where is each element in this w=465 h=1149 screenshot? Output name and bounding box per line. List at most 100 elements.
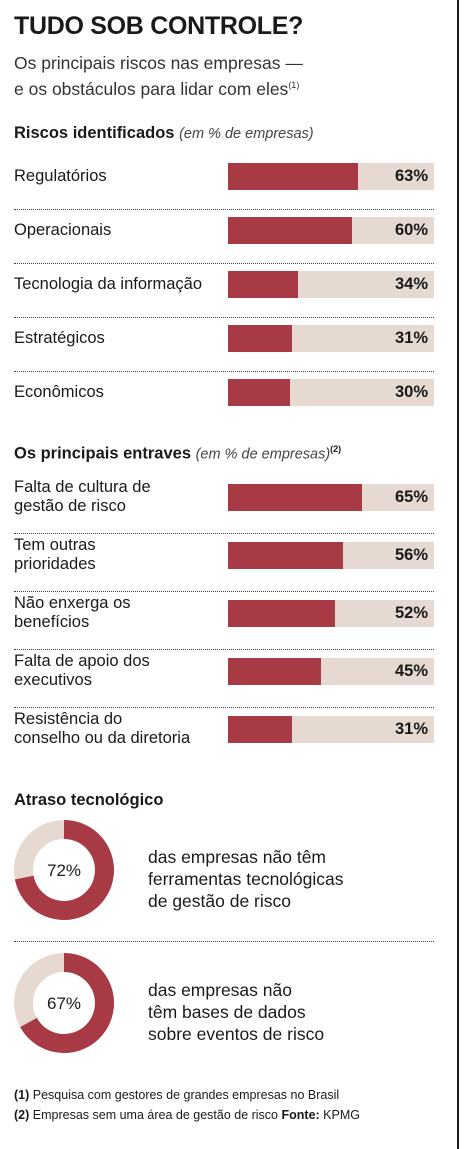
donut-chart: 67% <box>14 953 114 1053</box>
row-divider <box>14 591 434 592</box>
bar-row: Estratégicos 31% <box>14 320 434 374</box>
bar-value-label: 30% <box>394 383 428 401</box>
donut-slice <box>14 820 114 920</box>
bar-row: Tem outras prioridades 56% <box>14 536 434 594</box>
bar <box>228 658 321 685</box>
subtitle-footnote-mark: (1) <box>288 80 300 90</box>
bar-track: 60% <box>228 217 434 244</box>
row-divider <box>14 533 434 534</box>
donut-description: das empresas não têm bases de dados sobre … <box>148 979 324 1045</box>
bar-row: Operacionais 60% <box>14 212 434 266</box>
bar-label-line: Tem outras <box>14 536 96 554</box>
bar-label-line: Falta de cultura de <box>14 478 151 496</box>
footnote-1-text: Pesquisa com gestores de grandes empresa… <box>29 1088 340 1102</box>
donut-description-line: sobre eventos de risco <box>148 1024 325 1044</box>
bar-track: 31% <box>228 325 434 352</box>
bar-label-line: Não enxerga os <box>14 594 131 612</box>
bar-value-label: 31% <box>394 720 428 738</box>
bar-label-line: Resistência do <box>14 710 123 728</box>
bar-label-line: conselho ou da diretoria <box>14 729 191 747</box>
bar-label: Operacionais <box>14 221 112 239</box>
page-title: TUDO SOB CONTROLE? <box>14 12 304 40</box>
bar <box>228 716 292 743</box>
bar-row: Regulatórios 63% <box>14 158 434 212</box>
bar-value-label: 34% <box>394 275 428 293</box>
section-riscos-title: Riscos identificados (em % de empresas) <box>14 124 314 143</box>
bar-track: 65% <box>228 484 434 511</box>
bar-track: 31% <box>228 716 434 743</box>
donut-value-label: 72% <box>47 861 81 880</box>
bar <box>228 484 362 511</box>
row-divider <box>14 209 434 210</box>
source-label: Fonte: <box>281 1108 320 1122</box>
bar-track: 45% <box>228 658 434 685</box>
bar-value-label: 63% <box>394 167 428 185</box>
subtitle-line-2: e os obstáculos para lidar com eles <box>14 78 289 99</box>
bar-track: 30% <box>228 379 434 406</box>
section-riscos-heading: Riscos identificados <box>14 124 175 142</box>
bar-label: Econômicos <box>14 383 104 401</box>
bar-row: Falta de apoio dos executivos 45% <box>14 652 434 710</box>
row-divider <box>14 317 434 318</box>
footnote-2: (2) Empresas sem uma área de gestão de r… <box>14 1108 360 1122</box>
bar-track: 34% <box>228 271 434 298</box>
section-entraves-note: (em % de empresas) <box>195 446 331 463</box>
bar-label-line: Falta de apoio dos <box>14 652 150 670</box>
bar-row: Resistência do conselho ou da diretoria 31… <box>14 710 434 768</box>
footnote-2-text: Empresas sem uma área de gestão de risco <box>29 1108 282 1122</box>
row-divider <box>14 649 434 650</box>
donut-chart: 72% <box>14 820 114 920</box>
donut-description-line: de gestão de risco <box>148 891 292 911</box>
page-subtitle: Os principais riscos nas empresas — e os… <box>14 52 414 100</box>
bar <box>228 163 358 190</box>
bar-label: Regulatórios <box>14 167 107 185</box>
bar-track: 63% <box>228 163 434 190</box>
bar-label-line: gestão de risco <box>14 497 126 515</box>
bar-value-label: 60% <box>394 221 428 239</box>
donut-description-line: das empresas não <box>148 980 292 1000</box>
right-border-rule <box>457 0 459 1149</box>
bar <box>228 379 290 406</box>
bar-value-label: 56% <box>394 546 428 564</box>
section-atraso-title: Atraso tecnológico <box>14 791 164 809</box>
section-riscos-note: (em % de empresas) <box>179 126 314 142</box>
donut-description-line: ferramentas tecnológicas <box>148 869 344 889</box>
bar-track: 56% <box>228 542 434 569</box>
row-divider <box>14 707 434 708</box>
donut-description: das empresas não têm ferramentas tecnológ… <box>148 846 344 912</box>
donut-description-line: das empresas não têm <box>148 847 327 867</box>
section-entraves-heading: Os principais entraves <box>14 444 191 463</box>
footnote-1: (1) Pesquisa com gestores de grandes emp… <box>14 1088 339 1102</box>
bar-value-label: 31% <box>394 329 428 347</box>
bar-label: Resistência do conselho ou da diretoria <box>14 710 190 748</box>
section-entraves-title: Os principais entraves (em % de empresas… <box>14 444 341 464</box>
donut-value-label: 67% <box>47 994 81 1013</box>
section-entraves-footnote-mark: (2) <box>330 444 342 454</box>
bar <box>228 271 299 298</box>
bar-label: Não enxerga os benefícios <box>14 594 131 632</box>
bar-value-label: 65% <box>394 488 428 506</box>
bar-row: Econômicos 30% <box>14 374 434 428</box>
bar-track: 52% <box>228 600 434 627</box>
bar-label-line: benefícios <box>14 613 90 631</box>
row-divider <box>14 371 434 372</box>
bar-label: Falta de apoio dos executivos <box>14 652 150 690</box>
footnote-2-mark: (2) <box>14 1108 30 1122</box>
footnote-1-mark: (1) <box>14 1088 30 1102</box>
donut-description-line: têm bases de dados <box>148 1002 306 1022</box>
bar <box>228 325 292 352</box>
bar-label: Falta de cultura de gestão de risco <box>14 478 151 516</box>
bar <box>228 542 344 569</box>
donut-divider <box>14 941 434 942</box>
bar-value-label: 45% <box>394 662 428 680</box>
donut-slice <box>20 953 114 1053</box>
subtitle-line-1: Os principais riscos nas empresas — <box>14 53 303 73</box>
bar <box>228 217 352 244</box>
bar-row: Falta de cultura de gestão de risco 65% <box>14 478 434 536</box>
bar-row: Tecnologia da informação 34% <box>14 266 434 320</box>
bar-label-line: prioridades <box>14 555 96 573</box>
bar-label: Tecnologia da informação <box>14 275 203 293</box>
bar-label: Estratégicos <box>14 329 105 347</box>
bar <box>228 600 336 627</box>
bar-row: Não enxerga os benefícios 52% <box>14 594 434 652</box>
